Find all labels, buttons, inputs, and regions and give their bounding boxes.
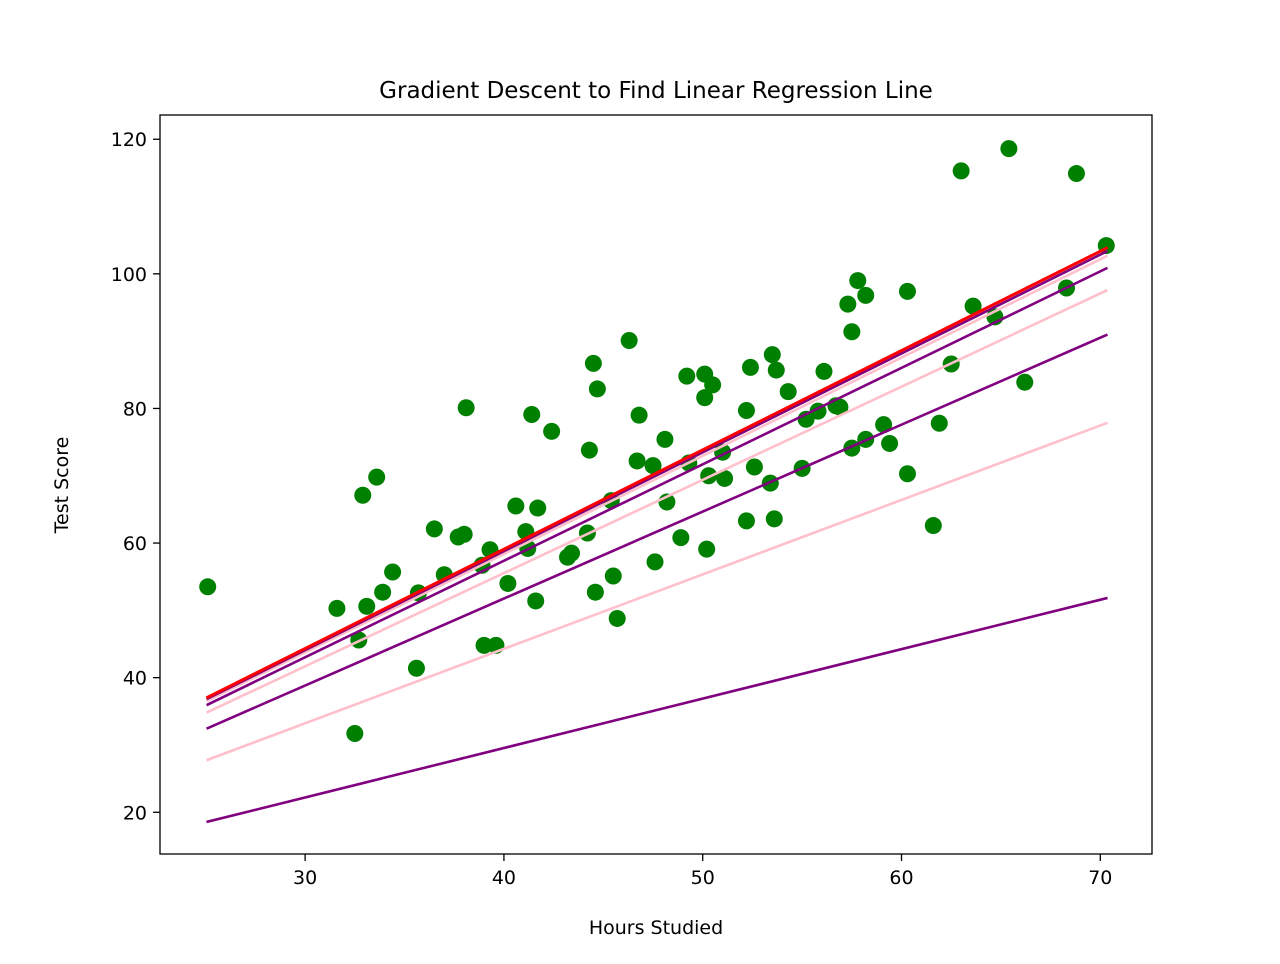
data-point-36 [604, 567, 622, 585]
data-point-63 [779, 383, 797, 401]
x-tick-label-70: 70 [1088, 867, 1112, 889]
data-point-17 [475, 636, 493, 654]
data-point-71 [843, 323, 861, 341]
data-point-55 [737, 512, 755, 530]
regression-line-3 [205, 333, 1108, 730]
y-tick-label-120: 120 [111, 129, 147, 151]
data-point-77 [881, 434, 899, 452]
data-point-80 [924, 517, 942, 535]
data-point-41 [644, 457, 662, 475]
data-point-62 [767, 361, 785, 379]
x-axis-ticks: 30 40 50 60 70 [293, 854, 1112, 889]
data-point-86 [1000, 140, 1018, 158]
data-point-46 [678, 367, 696, 385]
data-point-54 [716, 469, 734, 487]
data-point-87 [1016, 373, 1034, 391]
data-point-74 [857, 286, 875, 304]
data-point-52 [704, 376, 722, 394]
data-point-1 [328, 599, 346, 617]
data-point-15 [457, 399, 475, 417]
data-point-60 [763, 346, 781, 364]
regression-line-2 [206, 421, 1108, 762]
regression-line-5 [205, 266, 1109, 707]
plot-area [199, 140, 1115, 824]
x-tick-label-40: 40 [492, 867, 516, 889]
regression-line-6 [205, 254, 1109, 703]
regression-line-7 [205, 249, 1109, 701]
data-point-89 [1067, 165, 1085, 183]
chart-title: Gradient Descent to Find Linear Regressi… [379, 78, 933, 104]
y-axis-label: Test Score [51, 437, 73, 535]
data-point-24 [523, 406, 541, 423]
data-point-26 [529, 499, 547, 517]
data-point-31 [580, 441, 598, 459]
regression-line-4 [205, 288, 1109, 714]
data-point-45 [672, 529, 690, 547]
data-point-39 [628, 452, 646, 470]
data-point-33 [586, 583, 604, 601]
x-tick-label-50: 50 [691, 867, 715, 889]
data-point-78 [898, 282, 916, 300]
data-point-83 [952, 162, 970, 180]
data-point-11 [425, 520, 443, 538]
data-point-69 [831, 398, 849, 416]
axes-frame [159, 114, 1153, 855]
data-point-57 [741, 358, 759, 376]
data-point-6 [368, 468, 386, 486]
y-tick-label-40: 40 [123, 668, 147, 690]
data-point-27 [543, 422, 561, 440]
data-point-58 [745, 458, 763, 476]
data-point-76 [875, 416, 893, 434]
x-axis-label: Hours Studied [589, 917, 723, 939]
y-tick-label-60: 60 [123, 533, 147, 555]
data-point-14 [455, 525, 473, 543]
data-point-43 [656, 430, 674, 448]
data-point-37 [608, 609, 626, 627]
data-point-81 [930, 414, 948, 432]
data-point-20 [499, 574, 517, 592]
data-point-42 [646, 553, 664, 571]
data-point-50 [698, 540, 716, 558]
x-tick-label-60: 60 [889, 867, 913, 889]
data-point-56 [737, 401, 755, 419]
data-point-9 [407, 659, 425, 677]
y-axis-ticks: 20 40 60 80 100 120 [111, 129, 160, 824]
data-point-49 [696, 389, 714, 407]
data-point-21 [507, 497, 525, 515]
y-tick-label-20: 20 [123, 802, 147, 824]
data-point-4 [354, 486, 372, 504]
data-point-5 [358, 597, 376, 615]
data-point-67 [815, 362, 833, 380]
y-tick-label-100: 100 [111, 264, 147, 286]
data-point-2 [346, 725, 364, 743]
data-point-61 [765, 510, 783, 528]
data-point-38 [620, 331, 638, 349]
data-point-8 [384, 563, 402, 581]
data-point-40 [630, 406, 648, 424]
data-point-79 [898, 465, 916, 483]
data-point-34 [588, 380, 606, 398]
y-tick-label-80: 80 [123, 398, 147, 420]
data-point-7 [374, 583, 392, 601]
data-point-25 [527, 592, 545, 610]
data-point-0 [199, 578, 217, 596]
data-point-32 [584, 354, 602, 372]
x-tick-label-30: 30 [293, 867, 317, 889]
data-point-70 [839, 295, 857, 313]
regression-line-1 [206, 596, 1108, 824]
data-point-29 [563, 544, 581, 562]
data-point-84 [964, 297, 982, 315]
data-point-73 [849, 272, 867, 290]
regression-line-8 [205, 246, 1109, 700]
